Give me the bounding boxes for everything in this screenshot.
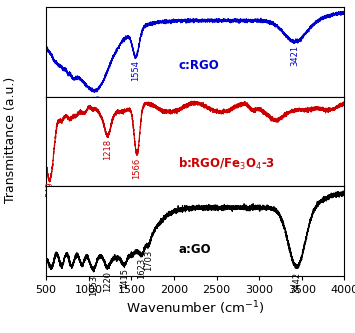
Text: 549: 549 (46, 181, 55, 197)
Text: 1703: 1703 (144, 250, 153, 271)
Text: 3421: 3421 (290, 45, 300, 66)
Text: b:RGO/Fe$_3$O$_4$-3: b:RGO/Fe$_3$O$_4$-3 (178, 156, 275, 172)
X-axis label: Wavenumber (cm$^{-1}$): Wavenumber (cm$^{-1}$) (126, 300, 264, 317)
Text: 1106: 1106 (93, 94, 102, 115)
Text: 1053: 1053 (89, 275, 98, 296)
Text: 1220: 1220 (103, 271, 112, 292)
Text: c:RGO: c:RGO (178, 59, 219, 72)
Text: 1623: 1623 (137, 257, 146, 279)
Text: 1218: 1218 (103, 139, 112, 160)
Text: 1415: 1415 (120, 268, 129, 289)
Text: 1554: 1554 (131, 60, 141, 81)
Text: a:GO: a:GO (178, 243, 211, 256)
Text: 1566: 1566 (132, 158, 142, 179)
Text: Transmittance (a.u.): Transmittance (a.u.) (4, 77, 17, 203)
Text: 3442: 3442 (292, 272, 301, 293)
